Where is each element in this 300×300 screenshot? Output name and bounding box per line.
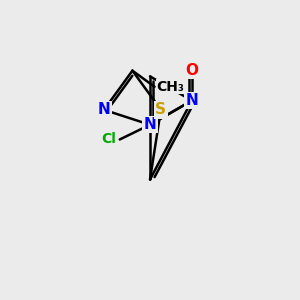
Text: Cl: Cl bbox=[101, 133, 116, 146]
Text: S: S bbox=[155, 102, 167, 117]
Text: N: N bbox=[144, 117, 156, 132]
Text: N: N bbox=[185, 93, 198, 108]
Text: N: N bbox=[98, 102, 110, 117]
Text: O: O bbox=[185, 63, 198, 78]
Text: CH₃: CH₃ bbox=[157, 80, 184, 94]
